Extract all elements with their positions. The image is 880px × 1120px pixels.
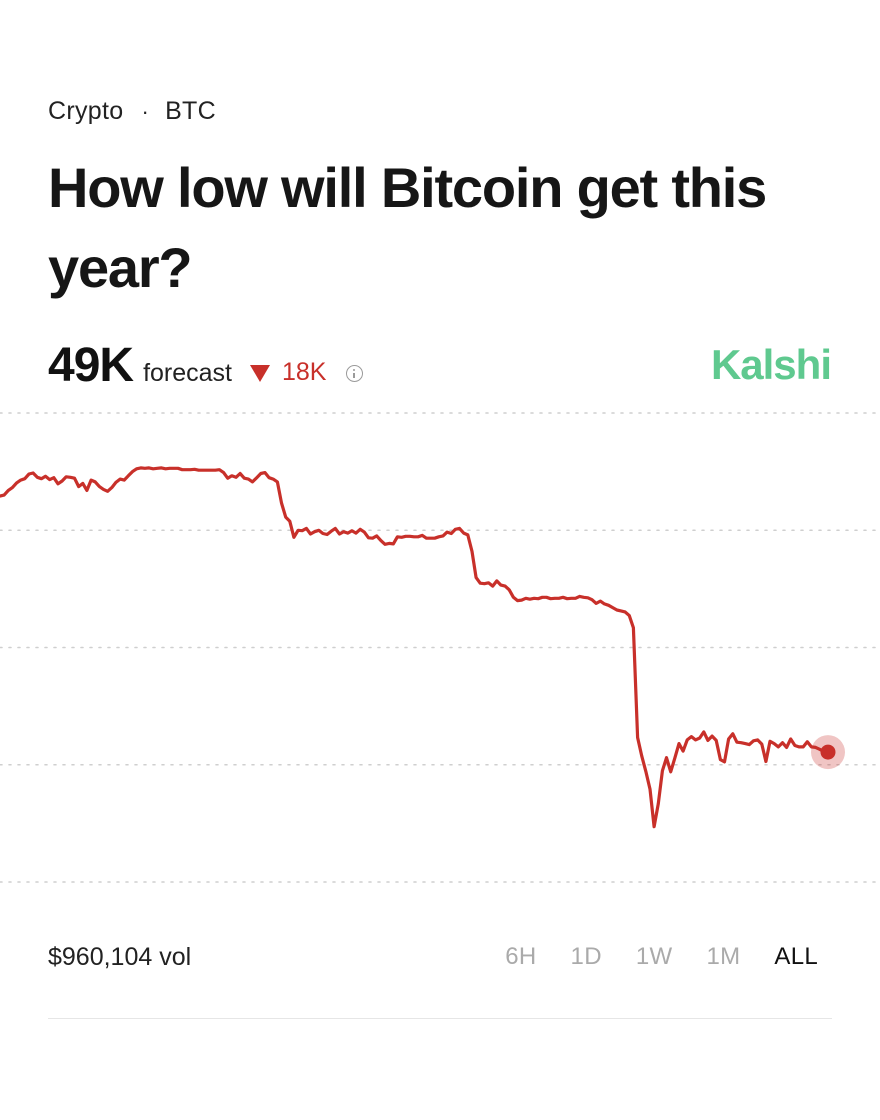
range-tab-6h[interactable]: 6H	[505, 943, 537, 970]
range-tab-1m[interactable]: 1M	[706, 943, 741, 970]
range-tab-all[interactable]: ALL	[774, 943, 818, 970]
forecast-value: 49K	[48, 339, 134, 392]
range-tab-1d[interactable]: 1D	[570, 943, 602, 970]
info-icon[interactable]	[346, 365, 364, 382]
range-tab-1w[interactable]: 1W	[635, 943, 673, 970]
forecast-change: 18K	[250, 358, 326, 387]
chart-end-point	[820, 744, 836, 760]
market-title: How low will Bitcoin get this year?	[48, 156, 767, 299]
time-range-tabs: 6H 1D 1W 1M ALL	[471, 943, 818, 971]
chart-gridlines	[0, 412, 880, 883]
price-chart	[0, 412, 880, 883]
bottom-divider	[48, 1018, 832, 1019]
breadcrumb-separator: ·	[141, 98, 150, 124]
breadcrumb-ticker[interactable]: BTC	[165, 97, 216, 125]
forecast-label: forecast	[143, 359, 232, 387]
kalshi-logo[interactable]: Kalshi	[710, 341, 832, 388]
forecast-row: 49K forecast 18K	[48, 338, 364, 393]
chart-series-line	[0, 466, 830, 829]
breadcrumb: Crypto · BTC	[48, 97, 216, 126]
triangle-down-icon	[250, 365, 270, 382]
volume-label: $960,104 vol	[48, 943, 192, 971]
breadcrumb-category[interactable]: Crypto	[48, 97, 124, 125]
forecast-change-value: 18K	[282, 358, 327, 386]
